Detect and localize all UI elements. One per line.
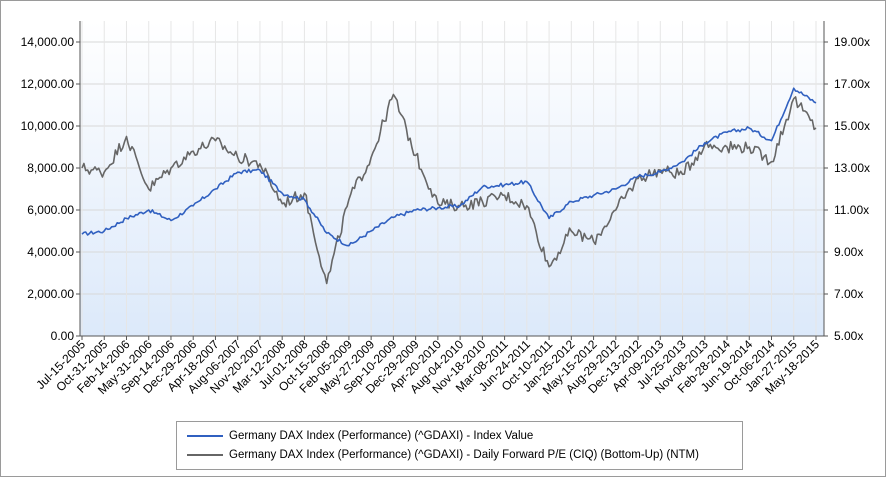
y-right-tick-labels: 5.00x 7.00x 9.00x 11.00x 13.00x 15.00x 17.00x 1…: [824, 35, 870, 343]
legend: Germany DAX Index (Performance) (^GDAXI)…: [176, 421, 743, 470]
y-left-tick-label: 12,000.00: [21, 77, 75, 91]
y-left-tick-labels: 0.00 2,000.00 4,000.00 6,000.00 8,000.00 10,0…: [21, 35, 80, 343]
y-right-tick-label: 7.00x: [834, 287, 863, 301]
x-tick-labels: Jul-15-2005Oct-31-2005Feb-14-2006May-31-…: [33, 336, 822, 397]
y-left-tick-label: 10,000.00: [21, 119, 75, 133]
y-left-tick-label: 0.00: [51, 329, 75, 343]
y-right-tick-label: 5.00x: [834, 329, 863, 343]
gridlines: [80, 21, 824, 336]
y-left-tick-label: 14,000.00: [21, 35, 75, 49]
y-right-tick-label: 17.00x: [834, 77, 870, 91]
legend-item-forward-pe: Germany DAX Index (Performance) (^GDAXI)…: [177, 446, 699, 464]
series-lines: [81, 87, 817, 285]
y-right-tick-label: 15.00x: [834, 119, 870, 133]
legend-label: Germany DAX Index (Performance) (^GDAXI)…: [229, 449, 699, 461]
legend-swatch-gray: [187, 454, 223, 456]
y-right-tick-label: 9.00x: [834, 245, 863, 259]
y-left-tick-label: 4,000.00: [27, 245, 74, 259]
legend-item-index-value: Germany DAX Index (Performance) (^GDAXI)…: [177, 427, 533, 445]
plot-area: [80, 21, 824, 336]
y-left-tick-label: 6,000.00: [27, 203, 74, 217]
y-left-tick-label: 8,000.00: [27, 161, 74, 175]
legend-swatch-blue: [187, 435, 223, 437]
y-right-tick-label: 19.00x: [834, 35, 870, 49]
y-left-tick-label: 2,000.00: [27, 287, 74, 301]
series-line-index-value: [81, 87, 817, 247]
y-right-tick-label: 13.00x: [834, 161, 870, 175]
legend-label: Germany DAX Index (Performance) (^GDAXI)…: [229, 430, 534, 442]
y-right-tick-label: 11.00x: [834, 203, 869, 217]
series-line-forward-pe: [81, 93, 817, 285]
